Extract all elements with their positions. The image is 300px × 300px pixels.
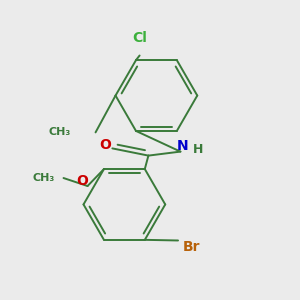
Text: Cl: Cl xyxy=(132,31,147,45)
Text: CH₃: CH₃ xyxy=(33,173,55,183)
Text: CH₃: CH₃ xyxy=(49,128,71,137)
Text: N: N xyxy=(176,139,188,153)
Text: O: O xyxy=(100,138,111,152)
Text: Br: Br xyxy=(183,240,200,254)
Text: O: O xyxy=(76,174,88,188)
Text: H: H xyxy=(193,143,203,156)
